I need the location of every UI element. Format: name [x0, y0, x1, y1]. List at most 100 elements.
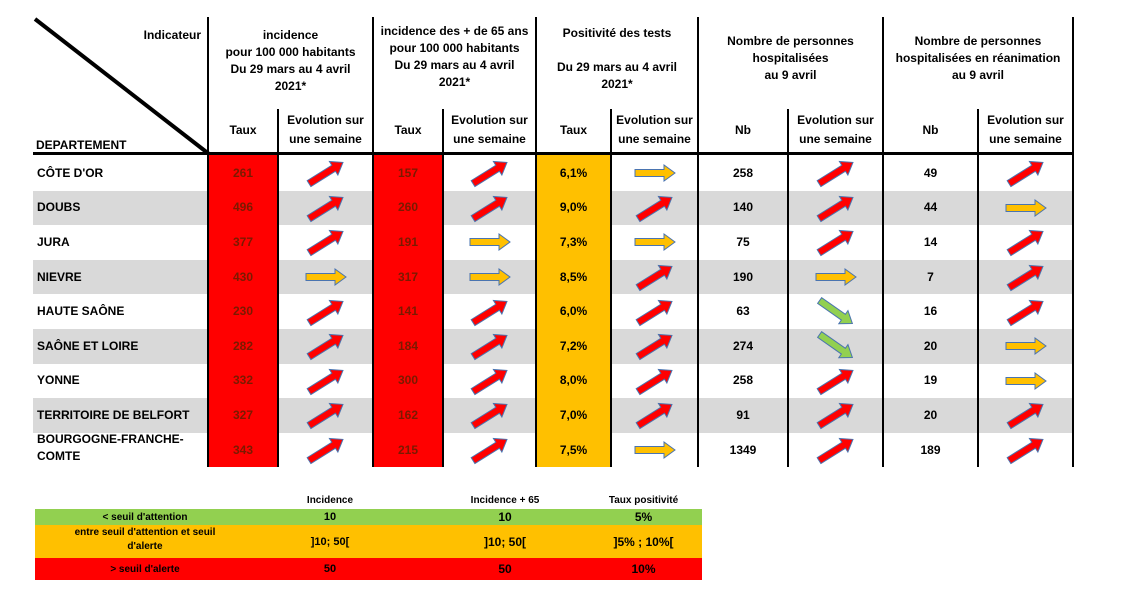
arrow-up-icon [1005, 161, 1044, 188]
column-separator [610, 109, 612, 468]
department-name-line: DOUBS [37, 200, 81, 215]
positivite-value: 7,2% [559, 338, 588, 353]
legend-value: 10 [498, 510, 512, 524]
subheader: Nb [883, 121, 978, 140]
column-separator [535, 17, 537, 468]
hosp-value: 75 [736, 234, 750, 249]
legend-value: ]10; 50[ [483, 534, 527, 549]
legend-row: entre seuil d'attention et seuil d'alerte… [35, 525, 702, 558]
incidence65-value: 184 [397, 338, 419, 353]
rea-value: 20 [923, 407, 938, 422]
arrow-up-icon [305, 161, 344, 188]
legend-row: < seuil d'attention 10 10 5% [35, 509, 702, 525]
header-group-line: 2021* [438, 75, 471, 89]
header-group: incidence des + de 65 ans pour 100 000 ha… [373, 23, 536, 91]
column-separator [882, 17, 884, 468]
hosp-value: 258 [732, 373, 754, 388]
legend-value: 5% [634, 510, 653, 524]
positivite-value: 7,3% [559, 234, 588, 249]
rea-value: 44 [923, 200, 938, 215]
legend-value: 10 [323, 511, 337, 523]
subheader-line: Taux [394, 123, 422, 137]
header-group-line: Nombre de personnes [914, 34, 1042, 48]
arrow-up-icon [815, 437, 854, 465]
header-group-line: hospitalisées en réanimation [895, 51, 1061, 65]
arrow-up-icon [305, 334, 344, 361]
header-group: Nombre de personnes hospitalisées en réan… [883, 33, 1073, 84]
subheader-line: une semaine [799, 132, 872, 146]
indicator-table: Indicateur DEPARTEMENT incidence pour 100… [33, 17, 1074, 470]
header-group-line: au 9 avril [951, 68, 1005, 82]
arrow-up-icon [469, 161, 508, 188]
rate-column-fill [373, 155, 443, 468]
rea-value: 20 [923, 338, 938, 353]
arrow-up-icon [305, 437, 344, 465]
department-name-line: CÔTE D'OR [37, 165, 104, 180]
subheader: Evolution sur une semaine [443, 111, 536, 149]
legend-label-line: d'alerte [127, 541, 163, 552]
table-row: YONNE 332 300 8,0% 258 19 [33, 364, 1073, 399]
header-rule [33, 152, 1073, 155]
subheader: Evolution sur une semaine [978, 111, 1073, 149]
subheader: Evolution sur une semaine [611, 111, 698, 149]
column-separator [207, 17, 209, 468]
rea-value: 49 [923, 165, 938, 180]
subheader: Evolution sur une semaine [278, 111, 373, 149]
incidence-value: 332 [232, 373, 254, 388]
positivite-value: 7,0% [559, 407, 588, 422]
legend-value: 50 [323, 563, 337, 575]
arrow-down-icon [816, 331, 853, 359]
department-name-line: NIEVRE [37, 269, 82, 284]
header-group: Positivité des tests Du 29 mars au 4 avr… [536, 25, 698, 93]
arrow-up-icon [1005, 230, 1044, 257]
header-group-line: Du 29 mars au 4 avril [556, 60, 678, 74]
department-name: HAUTE SAÔNE [37, 303, 207, 320]
arrow-up-icon [305, 368, 344, 396]
arrow-up-icon [815, 195, 854, 223]
department-name: SAÔNE ET LOIRE [37, 338, 207, 355]
indicateur-label: Indicateur [143, 28, 201, 42]
header-group-line: Du 29 mars au 4 avril [230, 62, 351, 76]
arrow-up-icon [1005, 403, 1044, 430]
hosp-value: 274 [732, 338, 754, 353]
legend-value: 50 [498, 562, 512, 576]
incidence65-value: 215 [397, 442, 419, 457]
header-group-line [536, 42, 698, 59]
arrow-right-icon [634, 164, 676, 183]
legend-label: entre seuil d'attention et seuil d'alerte [35, 526, 255, 554]
arrow-up-icon [305, 230, 344, 257]
incidence65-value: 141 [397, 304, 419, 319]
hosp-value: 63 [736, 304, 750, 319]
department-name-line: YONNE [37, 373, 80, 388]
positivite-value: 8,5% [559, 269, 588, 284]
departement-label: DEPARTEMENT [36, 138, 127, 152]
header-group-line: pour 100 000 habitants [225, 45, 356, 59]
incidence65-value: 317 [397, 269, 419, 284]
subheader-line: Nb [735, 123, 751, 137]
incidence-value: 496 [232, 200, 254, 215]
department-name: BOURGOGNE-FRANCHE- COMTE [37, 431, 207, 465]
arrow-right-icon [1005, 337, 1047, 356]
arrow-right-icon [305, 268, 347, 287]
arrow-up-icon [815, 230, 854, 257]
legend-label-line: entre seuil d'attention et seuil [74, 527, 216, 538]
arrow-up-icon [634, 368, 673, 396]
table-row: SAÔNE ET LOIRE 282 184 7,2% 274 20 [33, 329, 1073, 364]
header-group-line: Nombre de personnes [727, 34, 854, 48]
arrow-right-icon [469, 268, 511, 287]
department-name: NIEVRE [37, 269, 207, 286]
incidence-value: 261 [232, 165, 254, 180]
incidence-value: 230 [232, 304, 254, 319]
legend-label-line: < seuil d'attention [102, 511, 188, 523]
subheader-line: une semaine [618, 132, 691, 146]
table-row: HAUTE SAÔNE 230 141 6,0% 63 16 [33, 294, 1073, 329]
legend-row: > seuil d'alerte 50 50 10% [35, 558, 702, 580]
table-row: NIEVRE 430 317 8,5% 190 7 [33, 260, 1073, 295]
arrow-up-icon [1005, 299, 1044, 326]
subheader-line: Taux [229, 123, 257, 137]
table-row: BOURGOGNE-FRANCHE- COMTE 343 215 7,5% 1349 189 [33, 431, 1073, 468]
legend-label: > seuil d'alerte [35, 563, 255, 577]
incidence65-value: 300 [397, 373, 419, 388]
department-name: JURA [37, 234, 207, 251]
header-group-line: hospitalisées [752, 51, 829, 65]
